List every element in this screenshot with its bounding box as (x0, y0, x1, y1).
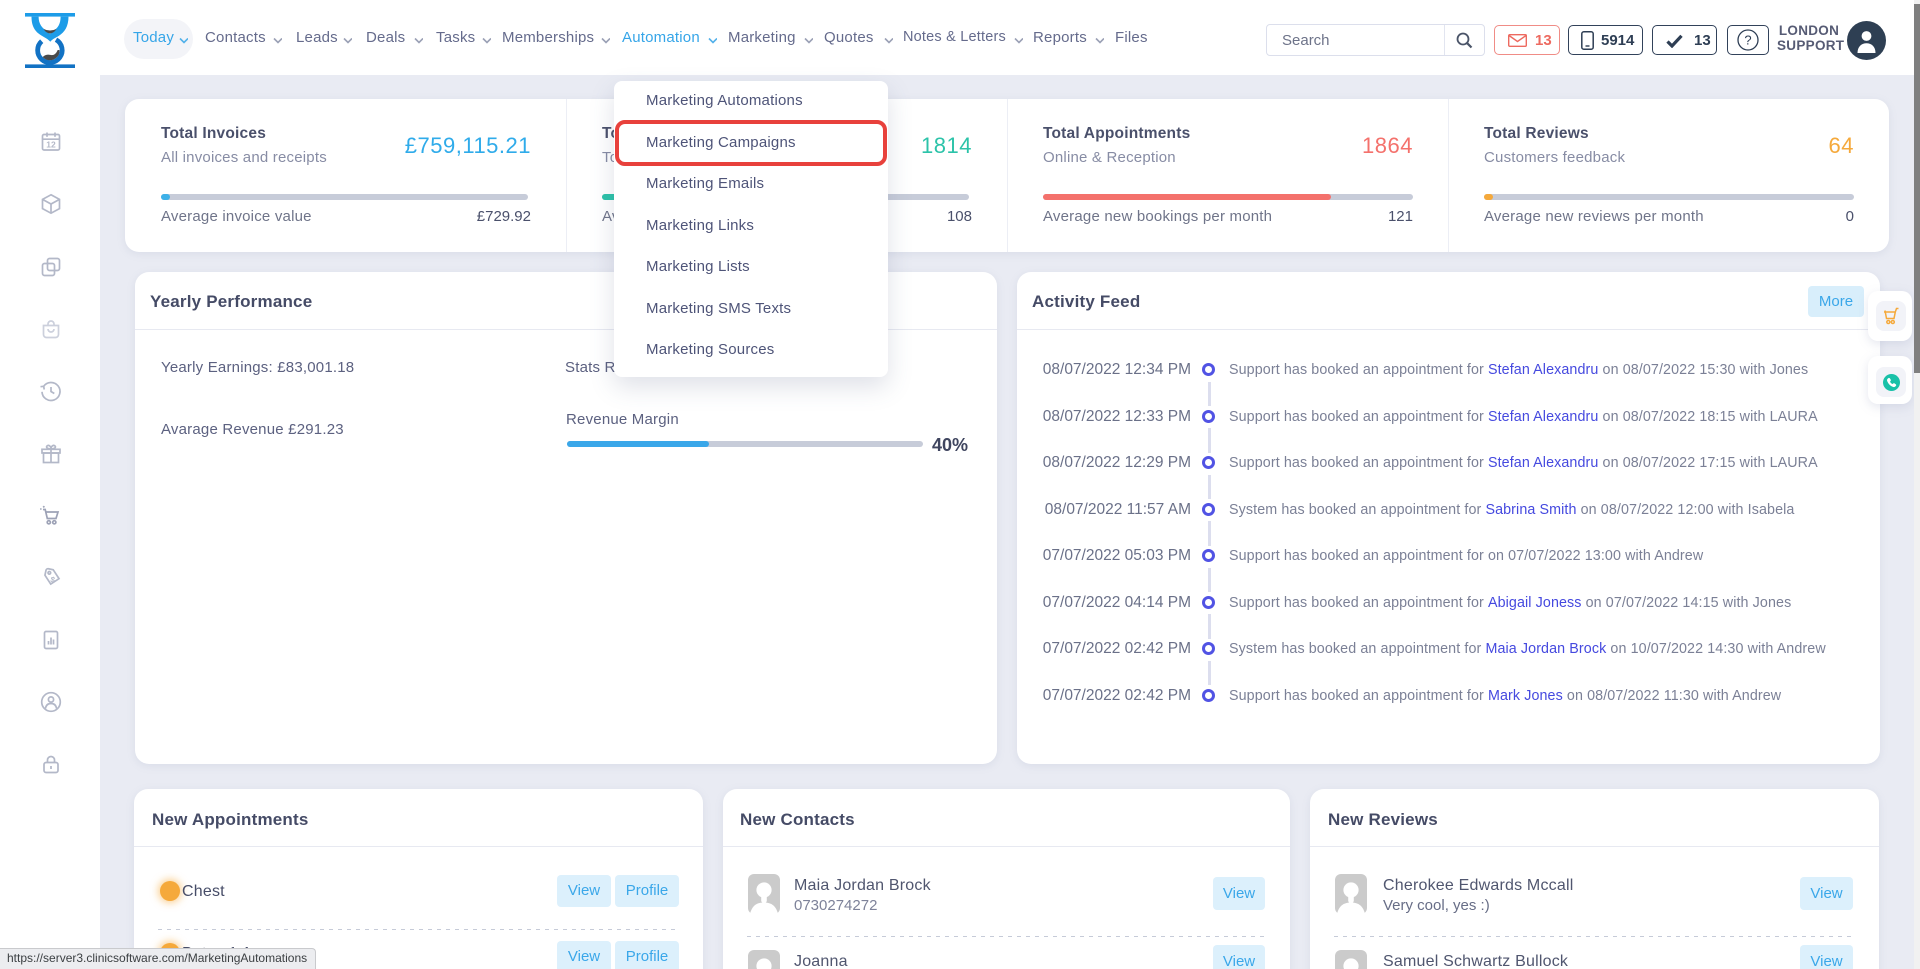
svg-text:12: 12 (46, 140, 56, 150)
svg-text:?: ? (1744, 33, 1751, 48)
svg-text:$: $ (50, 575, 57, 585)
